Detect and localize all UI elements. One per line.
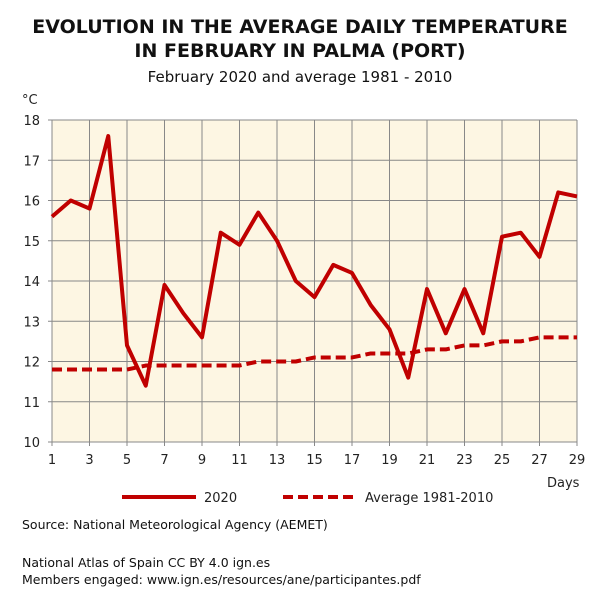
source-note: Source: National Meteorological Agency (… [22, 517, 328, 532]
y-tick-label: 11 [23, 396, 40, 411]
x-tick-label: 15 [306, 453, 323, 468]
y-tick-label: 12 [23, 356, 40, 371]
x-tick-label: 17 [344, 453, 361, 468]
x-tick-label: 7 [160, 453, 168, 468]
y-tick-label: 16 [23, 195, 40, 210]
y-tick-label: 10 [23, 436, 40, 451]
y-tick-label: 14 [23, 275, 40, 290]
y-tick-label: 15 [23, 235, 40, 250]
legend-label: Average 1981-2010 [365, 491, 493, 506]
x-tick-label: 1 [48, 453, 56, 468]
chart-title-line2: IN FEBRUARY IN PALMA (PORT) [134, 40, 466, 62]
atlas-note: National Atlas of Spain CC BY 4.0 ign.es [22, 555, 271, 570]
x-tick-label: 29 [569, 453, 586, 468]
x-tick-label: 25 [494, 453, 511, 468]
y-axis-label: °C [22, 93, 38, 108]
x-tick-label: 5 [123, 453, 131, 468]
x-tick-label: 19 [381, 453, 398, 468]
x-axis-label: Days [547, 476, 580, 491]
y-tick-label: 17 [23, 154, 40, 169]
y-tick-label: 18 [23, 114, 40, 129]
members-note: Members engaged: www.ign.es/resources/an… [22, 572, 421, 587]
x-tick-label: 3 [85, 453, 93, 468]
chart-title-line1: EVOLUTION IN THE AVERAGE DAILY TEMPERATU… [32, 16, 568, 38]
y-tick-label: 13 [23, 315, 40, 330]
x-tick-label: 11 [231, 453, 248, 468]
legend-label: 2020 [204, 491, 237, 506]
x-tick-label: 21 [419, 453, 436, 468]
x-tick-label: 9 [198, 453, 206, 468]
chart-subtitle: February 2020 and average 1981 - 2010 [147, 68, 453, 86]
x-tick-label: 23 [456, 453, 473, 468]
x-tick-label: 13 [269, 453, 286, 468]
x-tick-label: 27 [531, 453, 548, 468]
